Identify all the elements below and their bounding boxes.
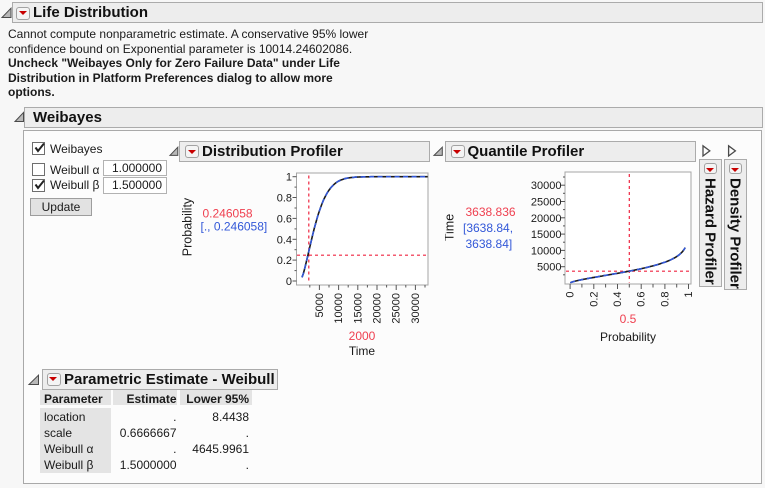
svg-text:0: 0 bbox=[565, 292, 577, 298]
svg-text:0.2: 0.2 bbox=[277, 255, 292, 267]
svg-text:Probability: Probability bbox=[600, 330, 656, 344]
svg-text:0.246058: 0.246058 bbox=[203, 207, 253, 221]
svg-text:3638.84]: 3638.84] bbox=[466, 237, 513, 251]
svg-text:1: 1 bbox=[683, 292, 695, 298]
svg-text:[., 0.246058]: [., 0.246058] bbox=[201, 220, 268, 234]
svg-text:0.5: 0.5 bbox=[620, 312, 637, 326]
svg-text:0.8: 0.8 bbox=[659, 292, 671, 307]
svg-text:2000: 2000 bbox=[349, 329, 376, 343]
svg-text:0: 0 bbox=[286, 276, 292, 288]
svg-text:30000: 30000 bbox=[410, 293, 422, 324]
svg-text:20000: 20000 bbox=[372, 293, 384, 324]
svg-text:10000: 10000 bbox=[531, 245, 562, 257]
svg-text:0.6: 0.6 bbox=[636, 292, 648, 307]
svg-text:0.4: 0.4 bbox=[277, 234, 292, 246]
svg-text:5000: 5000 bbox=[537, 262, 561, 274]
svg-text:15000: 15000 bbox=[531, 229, 562, 241]
svg-text:5000: 5000 bbox=[314, 293, 326, 317]
svg-text:0.8: 0.8 bbox=[277, 193, 292, 205]
svg-text:Time: Time bbox=[349, 344, 376, 358]
svg-text:0.2: 0.2 bbox=[588, 292, 600, 307]
svg-text:15000: 15000 bbox=[352, 293, 364, 324]
svg-text:25000: 25000 bbox=[531, 197, 562, 209]
svg-text:10000: 10000 bbox=[333, 293, 345, 324]
svg-text:1: 1 bbox=[286, 172, 292, 184]
svg-text:0.4: 0.4 bbox=[612, 292, 624, 307]
svg-text:3638.836: 3638.836 bbox=[466, 205, 516, 219]
svg-text:Probability: Probability bbox=[181, 197, 195, 256]
svg-text:[3638.84,: [3638.84, bbox=[463, 221, 513, 235]
svg-text:25000: 25000 bbox=[391, 293, 403, 324]
svg-text:30000: 30000 bbox=[531, 180, 562, 192]
svg-text:0.6: 0.6 bbox=[277, 213, 292, 225]
svg-text:Time: Time bbox=[445, 214, 457, 241]
svg-text:20000: 20000 bbox=[531, 213, 562, 225]
